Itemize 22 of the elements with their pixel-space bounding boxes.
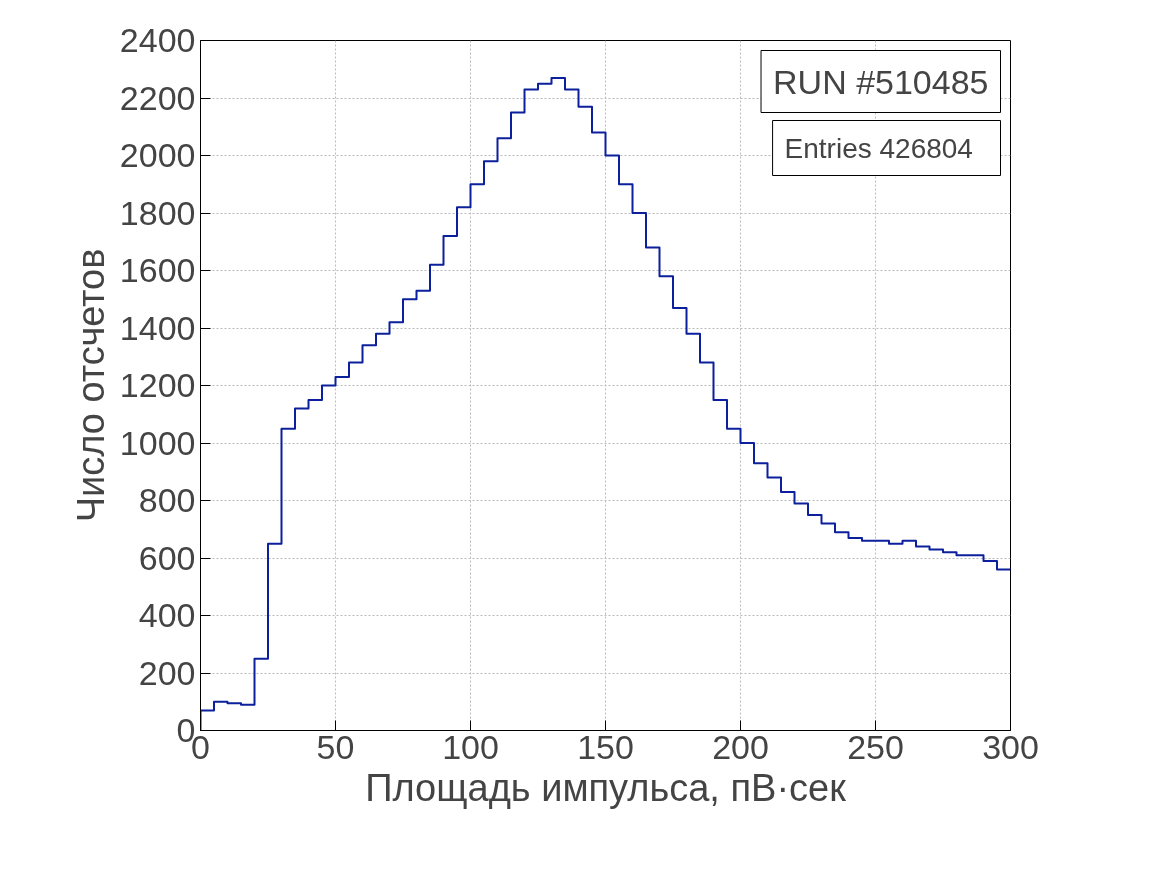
y-tick-label: 1200: [119, 366, 196, 404]
y-tick-label: 1400: [119, 308, 196, 347]
y-tick-label: 1000: [119, 423, 196, 462]
y-tick-label: 200: [138, 653, 196, 692]
x-tick-label: 200: [712, 727, 769, 766]
y-axis-title: Число отсчетов: [69, 248, 112, 523]
x-axis-title: Площадь импульса, пВ·сек: [365, 766, 847, 809]
x-tick-label: 250: [847, 727, 904, 766]
y-tick-label: 400: [138, 596, 196, 634]
y-tick-label: 600: [138, 538, 196, 577]
annotation: Entries 426804: [784, 132, 973, 164]
y-tick-label: 2400: [119, 21, 196, 59]
y-tick-label: 1600: [119, 251, 196, 289]
x-tick-label: 300: [982, 727, 1039, 766]
annotation: RUN #510485: [773, 62, 989, 101]
y-tick-label: 2000: [119, 136, 196, 174]
y-tick-label: 800: [138, 481, 196, 519]
x-tick-label: 100: [442, 727, 499, 766]
y-tick-label: 2200: [119, 78, 196, 117]
x-tick-label: 50: [316, 727, 355, 766]
y-tick-label: 1800: [119, 193, 196, 232]
x-tick-label: 150: [577, 727, 634, 766]
